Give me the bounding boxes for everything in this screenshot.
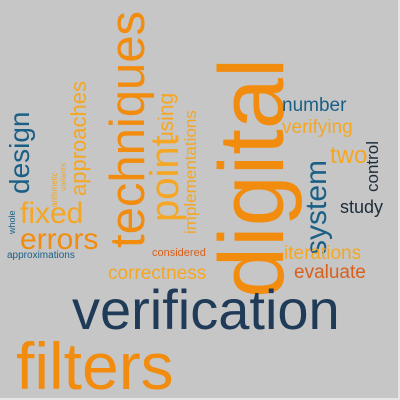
word-verification: verification [72, 278, 340, 341]
word-study: study [340, 197, 384, 217]
word-errors: errors [20, 223, 99, 256]
word-using: using [155, 92, 178, 143]
word-evaluate: evaluate [294, 262, 366, 283]
word-iterations: iterations [284, 243, 362, 264]
word-number: number [282, 95, 347, 116]
word-approximations: approximations [7, 250, 75, 261]
word-approaches: approaches [66, 81, 91, 196]
word-considered: considered [152, 247, 206, 259]
word-two: two [330, 142, 368, 169]
word-whole: whole [7, 210, 17, 234]
word-design: design [4, 111, 35, 194]
word-verifying: verifying [282, 117, 353, 138]
word-system: system [300, 159, 333, 255]
word-point: point [143, 135, 187, 222]
word-variants: variants [59, 162, 68, 191]
word-filters: filters [16, 329, 174, 400]
word-fixed: fixed [20, 197, 84, 230]
word-implementations: implementations [181, 110, 200, 234]
word-correctness: correctness [108, 263, 207, 284]
